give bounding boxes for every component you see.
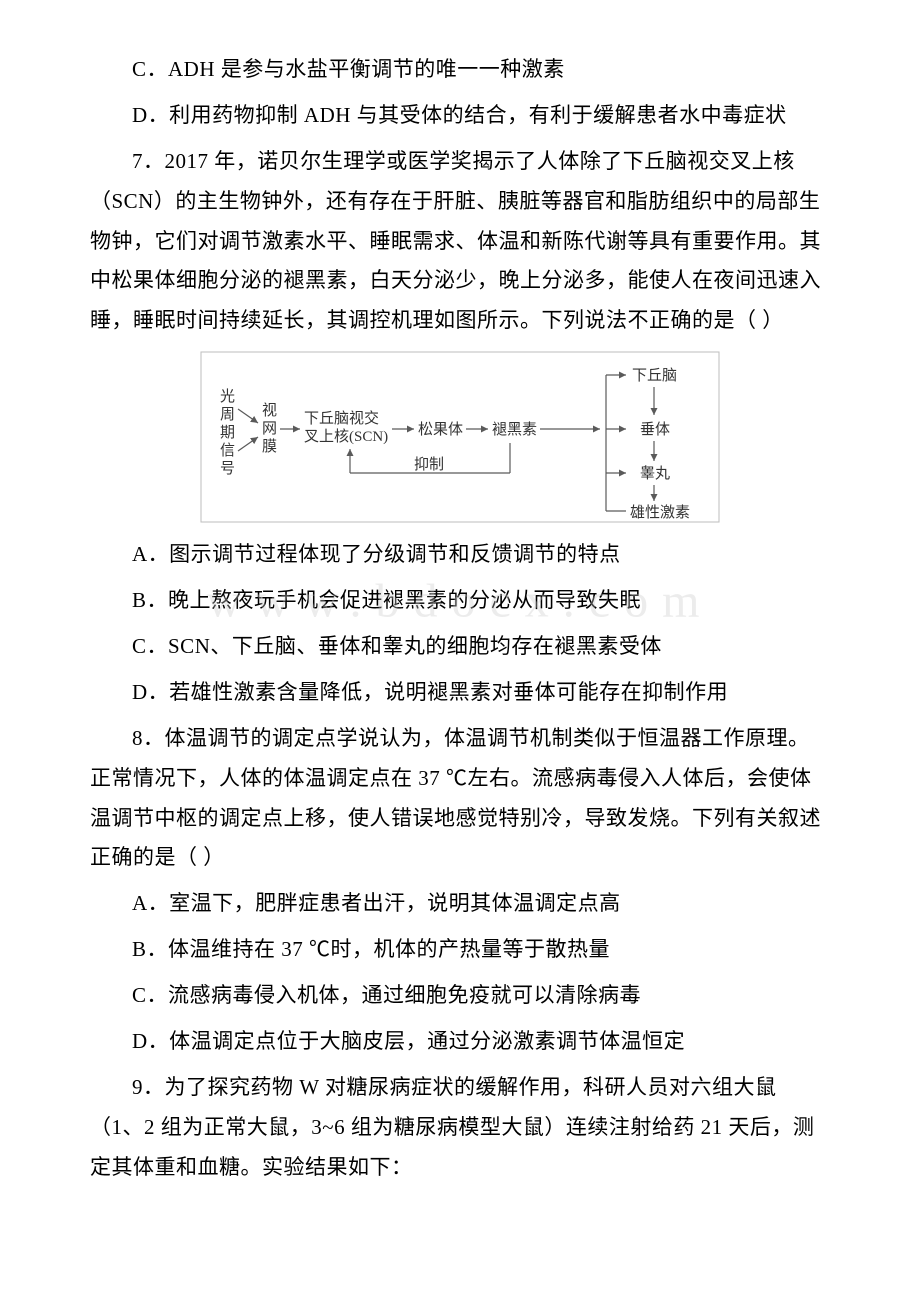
diagram-node-hypothalamus: 下丘脑: [632, 367, 677, 384]
q7-option-b: B．晚上熬夜玩手机会促进褪黑素的分泌从而导致失眠: [90, 581, 830, 621]
q7-option-a: A．图示调节过程体现了分级调节和反馈调节的特点: [90, 535, 830, 575]
svg-text:信: 信: [220, 442, 235, 459]
q7-diagram-container: 光 周 期 信 号 视 网 膜 下丘脑视交 叉上核(SCN) 松果体 褪黑素 抑…: [90, 351, 830, 531]
svg-text:周: 周: [220, 406, 235, 423]
q8-option-a: A．室温下，肥胖症患者出汗，说明其体温调定点高: [90, 884, 830, 924]
diagram-label-inhibit: 抑制: [414, 456, 444, 473]
q8-option-b: B．体温维持在 37 ℃时，机体的产热量等于散热量: [90, 930, 830, 970]
q8-option-d: D．体温调定点位于大脑皮层，通过分泌激素调节体温恒定: [90, 1022, 830, 1062]
watermark-region: www.bdocx.com A．图示调节过程体现了分级调节和反馈调节的特点 B．…: [90, 535, 830, 667]
diagram-node-scn-l2: 叉上核(SCN): [304, 428, 388, 445]
diagram-node-pituitary: 垂体: [640, 421, 670, 438]
q9-stem: 9．为了探究药物 W 对糖尿病症状的缓解作用，科研人员对六组大鼠（1、2 组为正…: [90, 1068, 830, 1188]
diagram-node-testis: 睾丸: [640, 465, 670, 482]
svg-text:膜: 膜: [262, 438, 277, 455]
q7-option-c: C．SCN、下丘脑、垂体和睾丸的细胞均存在褪黑素受体: [90, 627, 830, 667]
q8-stem: 8．体温调节的调定点学说认为，体温调节机制类似于恒温器工作原理。正常情况下，人体…: [90, 719, 830, 879]
diagram-node-androgen: 雄性激素: [630, 504, 690, 521]
svg-text:号: 号: [220, 461, 235, 477]
q7-stem: 7．2017 年，诺贝尔生理学或医学奖揭示了人体除了下丘脑视交叉上核（SCN）的…: [90, 142, 830, 341]
q6-option-d: D．利用药物抑制 ADH 与其受体的结合，有利于缓解患者水中毒症状: [90, 96, 830, 136]
q8-option-c: C．流感病毒侵入机体，通过细胞免疫就可以清除病毒: [90, 976, 830, 1016]
diagram-node-melatonin: 褪黑素: [492, 421, 537, 438]
q7-option-d: D．若雄性激素含量降低，说明褪黑素对垂体可能存在抑制作用: [90, 673, 830, 713]
diagram-node-retina: 视: [262, 402, 277, 419]
diagram-node-scn-l1: 下丘脑视交: [304, 409, 379, 427]
svg-text:网: 网: [262, 421, 277, 437]
svg-text:期: 期: [220, 424, 235, 441]
q7-diagram-svg: 光 周 期 信 号 视 网 膜 下丘脑视交 叉上核(SCN) 松果体 褪黑素 抑…: [200, 351, 720, 531]
diagram-node-pineal: 松果体: [418, 421, 463, 438]
diagram-label-light: 光: [220, 388, 235, 405]
q6-option-c: C．ADH 是参与水盐平衡调节的唯一一种激素: [90, 50, 830, 90]
